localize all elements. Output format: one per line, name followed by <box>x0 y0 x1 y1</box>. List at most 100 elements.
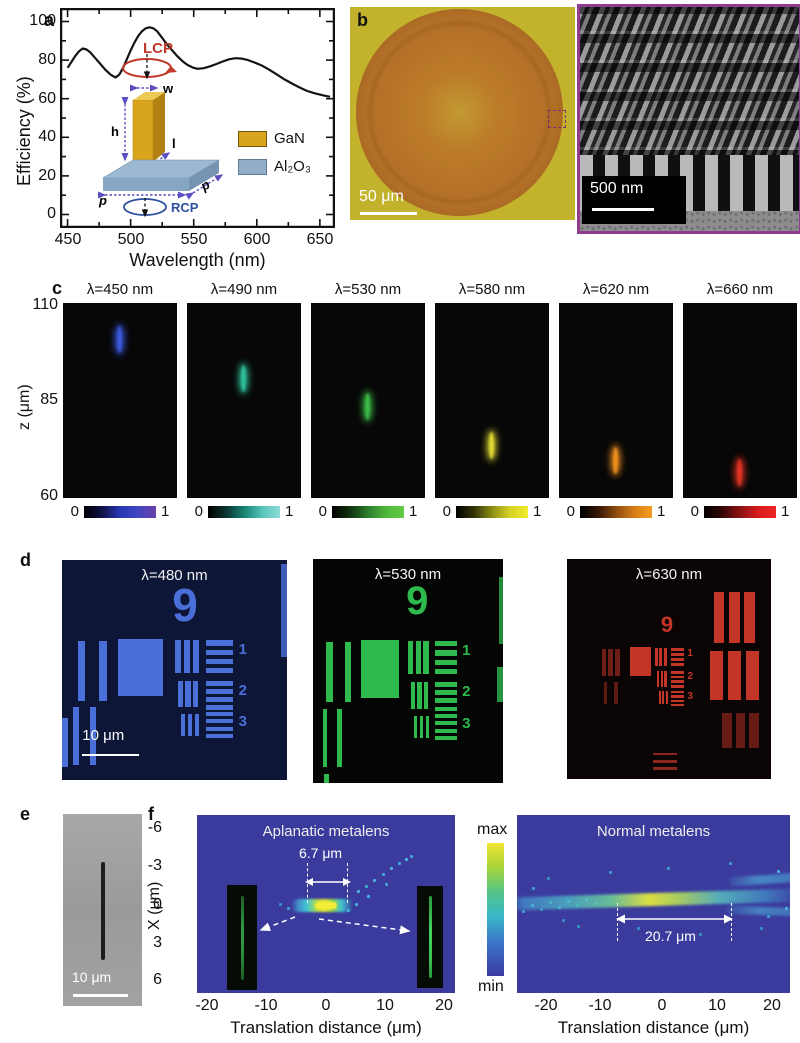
usaf-num-2: 2 <box>687 671 693 683</box>
bar <box>423 682 428 710</box>
bar <box>665 691 668 705</box>
noise-speckles <box>517 815 520 818</box>
a-ylabel: Efficiency (%) <box>14 76 34 186</box>
bar <box>658 691 661 705</box>
bar <box>663 648 667 666</box>
cbar-max-label: 1 <box>781 503 790 520</box>
rcp-label: RCP <box>171 200 199 215</box>
d2-title: λ=530 nm <box>374 566 442 583</box>
l-dimension-arrow <box>145 152 171 171</box>
noise-speckles <box>197 815 200 818</box>
fl-xlabel: Translation distance (μm) <box>230 1018 422 1037</box>
bar <box>434 668 458 675</box>
bar <box>664 671 667 687</box>
e-scale-bar <box>73 994 128 997</box>
usaf-edge-bar <box>497 666 503 703</box>
bar <box>652 759 678 763</box>
usaf-bars <box>206 640 233 674</box>
panel-a-label: a <box>44 10 55 30</box>
inset-pointer-arrow-left <box>259 916 296 931</box>
sem-scale-box: 500 nm <box>582 176 686 224</box>
cbar-max-label: 1 <box>657 503 666 520</box>
c-title-490: λ=490 nm <box>210 281 278 298</box>
bar <box>206 640 233 646</box>
normal-streak-lower-arm <box>726 905 790 917</box>
usaf-num-2: 2 <box>462 683 471 701</box>
bar <box>434 713 458 718</box>
a-ytick-80: 80 <box>38 51 56 68</box>
bar <box>206 681 233 686</box>
usaf-bars <box>434 713 458 741</box>
bar <box>709 651 723 700</box>
usaf-bars <box>656 671 667 687</box>
bar <box>206 697 233 702</box>
a-xtick-650: 650 <box>306 231 334 248</box>
a-xtick-500: 500 <box>117 231 145 248</box>
bar <box>73 707 80 765</box>
fr-xtick-10: 10 <box>708 997 726 1014</box>
sem-scale-bar <box>592 208 654 211</box>
fl-xtick-20: 20 <box>435 997 453 1014</box>
bar <box>652 752 678 756</box>
efficiency-plot <box>60 8 335 228</box>
usaf-bars <box>709 651 759 700</box>
focal-spot-450 <box>116 326 122 354</box>
p-side-arrow <box>185 174 224 200</box>
cbar-min-label: 0 <box>70 503 79 520</box>
imaged-slit <box>240 895 244 980</box>
bar <box>174 640 181 674</box>
bar <box>728 592 740 643</box>
cbar-gradient <box>208 505 280 518</box>
aplanatic-image-inset-left <box>227 885 257 990</box>
panel-e-label: e <box>20 804 31 824</box>
usaf-edge-bar <box>281 564 287 657</box>
bar <box>671 680 685 684</box>
bar <box>206 689 233 694</box>
bar <box>434 721 458 726</box>
bar <box>671 695 685 698</box>
bar <box>434 698 458 704</box>
bar <box>671 653 685 656</box>
bar <box>744 592 755 643</box>
bar <box>601 649 607 676</box>
fl-xtick-10: 10 <box>376 997 394 1014</box>
legend-item-al2o3: Al₂O₃ <box>238 158 311 175</box>
bar <box>727 651 741 700</box>
c-title-660: λ=660 nm <box>706 281 774 298</box>
h-label: h <box>111 124 119 139</box>
bar <box>415 640 422 675</box>
bar <box>188 714 193 736</box>
d-scale-text: 10 μm <box>82 727 125 745</box>
usaf-square <box>118 639 164 697</box>
bar <box>206 705 233 710</box>
usaf-bars <box>326 641 351 703</box>
slit <box>100 862 105 960</box>
focal-spot-490 <box>240 365 246 393</box>
bar <box>671 657 685 661</box>
gan-pillar-front <box>132 99 154 163</box>
usaf-num-2: 2 <box>238 682 247 700</box>
c-title-530: λ=530 nm <box>334 281 402 298</box>
bar <box>206 733 233 739</box>
aplanatic-title: Aplanatic metalens <box>262 823 390 840</box>
p-side-label: p <box>197 177 212 194</box>
span-arrow <box>305 878 351 886</box>
usaf-num-1: 1 <box>462 641 471 659</box>
cbar-gradient <box>456 505 528 518</box>
plot-ticks <box>62 10 333 226</box>
aplanatic-span-annotation: 6.7 μm <box>299 845 343 861</box>
usaf-bars <box>654 648 667 666</box>
gan-legend-label: GaN <box>274 130 305 147</box>
bar <box>654 648 658 666</box>
bar <box>206 726 233 731</box>
bar <box>434 690 458 695</box>
usaf-bars <box>671 671 685 688</box>
panel-b-label: b <box>357 10 368 30</box>
slit-sem-image: 10 μm <box>63 814 142 1006</box>
bar <box>423 640 429 675</box>
bar <box>408 640 414 675</box>
legend-item-gan: GaN <box>238 130 305 147</box>
bar <box>181 714 186 736</box>
